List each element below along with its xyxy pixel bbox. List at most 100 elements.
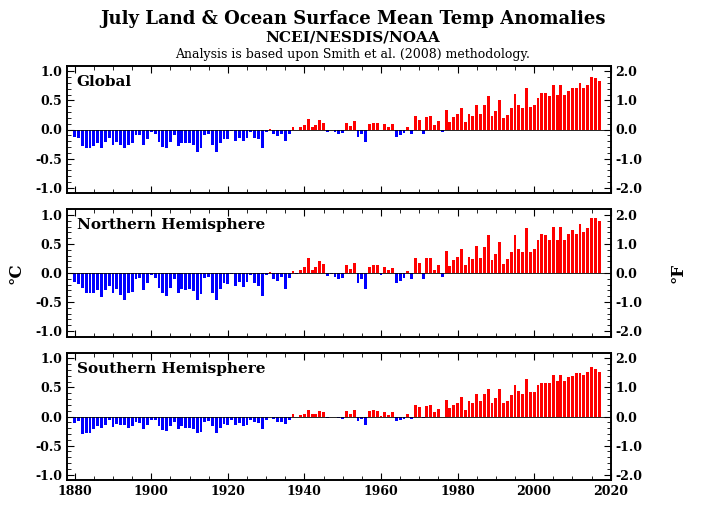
Bar <box>453 405 455 416</box>
Bar <box>176 416 179 429</box>
Bar <box>292 271 294 273</box>
Text: °C: °C <box>7 262 24 284</box>
Bar <box>502 264 505 273</box>
Bar <box>127 273 130 293</box>
Bar <box>506 259 509 273</box>
Bar <box>349 414 352 416</box>
Bar <box>280 130 283 134</box>
Bar <box>215 273 218 300</box>
Bar <box>448 122 451 130</box>
Bar <box>533 249 536 273</box>
Bar <box>414 258 417 273</box>
Bar <box>376 266 378 273</box>
Bar <box>368 411 371 416</box>
Bar <box>540 93 543 130</box>
Bar <box>265 130 268 132</box>
Bar <box>311 414 313 416</box>
Bar <box>479 401 482 416</box>
Bar <box>472 116 474 130</box>
Bar <box>299 127 302 130</box>
Bar <box>521 394 524 416</box>
Bar <box>353 121 356 130</box>
Bar <box>261 130 264 148</box>
Bar <box>399 416 402 420</box>
Bar <box>123 130 126 148</box>
Bar <box>307 119 310 130</box>
Bar <box>521 252 524 273</box>
Bar <box>81 416 84 434</box>
Bar <box>510 395 513 416</box>
Bar <box>330 273 333 274</box>
Bar <box>108 416 111 420</box>
Bar <box>525 88 528 130</box>
Bar <box>241 416 244 426</box>
Bar <box>460 108 463 130</box>
Bar <box>100 416 103 427</box>
Bar <box>494 398 497 416</box>
Bar <box>119 273 122 295</box>
Text: °F: °F <box>669 263 686 283</box>
Bar <box>322 122 325 130</box>
Bar <box>188 416 191 428</box>
Bar <box>552 375 555 416</box>
Bar <box>92 130 95 146</box>
Bar <box>292 127 294 130</box>
Bar <box>598 372 601 416</box>
Bar <box>73 273 76 282</box>
Bar <box>165 130 168 148</box>
Bar <box>307 258 310 273</box>
Bar <box>598 220 601 273</box>
Bar <box>176 130 179 146</box>
Bar <box>215 416 218 433</box>
Bar <box>582 233 585 273</box>
Bar <box>165 416 168 431</box>
Bar <box>410 130 413 133</box>
Bar <box>208 273 210 277</box>
Bar <box>227 416 229 425</box>
Bar <box>414 116 417 130</box>
Bar <box>268 272 271 273</box>
Bar <box>131 273 133 291</box>
Bar <box>303 125 306 130</box>
Bar <box>453 117 455 130</box>
Bar <box>586 372 589 416</box>
Bar <box>89 273 92 293</box>
Bar <box>383 267 386 273</box>
Bar <box>361 130 364 134</box>
Bar <box>426 117 429 130</box>
Bar <box>552 227 555 273</box>
Bar <box>467 114 470 130</box>
Bar <box>184 273 187 290</box>
Bar <box>448 408 451 416</box>
Bar <box>287 273 291 278</box>
Bar <box>196 416 198 433</box>
Bar <box>517 391 520 416</box>
Bar <box>162 130 164 147</box>
Bar <box>208 130 210 133</box>
Bar <box>506 115 509 130</box>
Bar <box>115 273 119 289</box>
Bar <box>498 389 501 416</box>
Bar <box>590 218 593 273</box>
Bar <box>540 383 543 416</box>
Bar <box>559 227 563 273</box>
Bar <box>437 409 440 416</box>
Bar <box>142 130 145 144</box>
Bar <box>146 416 149 425</box>
Bar <box>548 383 551 416</box>
Bar <box>330 416 333 417</box>
Bar <box>284 273 287 289</box>
Bar <box>295 416 298 417</box>
Bar <box>169 416 172 426</box>
Bar <box>571 376 574 416</box>
Bar <box>357 130 359 137</box>
Bar <box>437 265 440 273</box>
Bar <box>157 130 160 142</box>
Bar <box>292 414 294 416</box>
Bar <box>575 234 578 273</box>
Bar <box>238 130 241 138</box>
Bar <box>287 130 291 133</box>
Bar <box>96 273 99 290</box>
Bar <box>402 130 405 133</box>
Bar <box>253 273 256 284</box>
